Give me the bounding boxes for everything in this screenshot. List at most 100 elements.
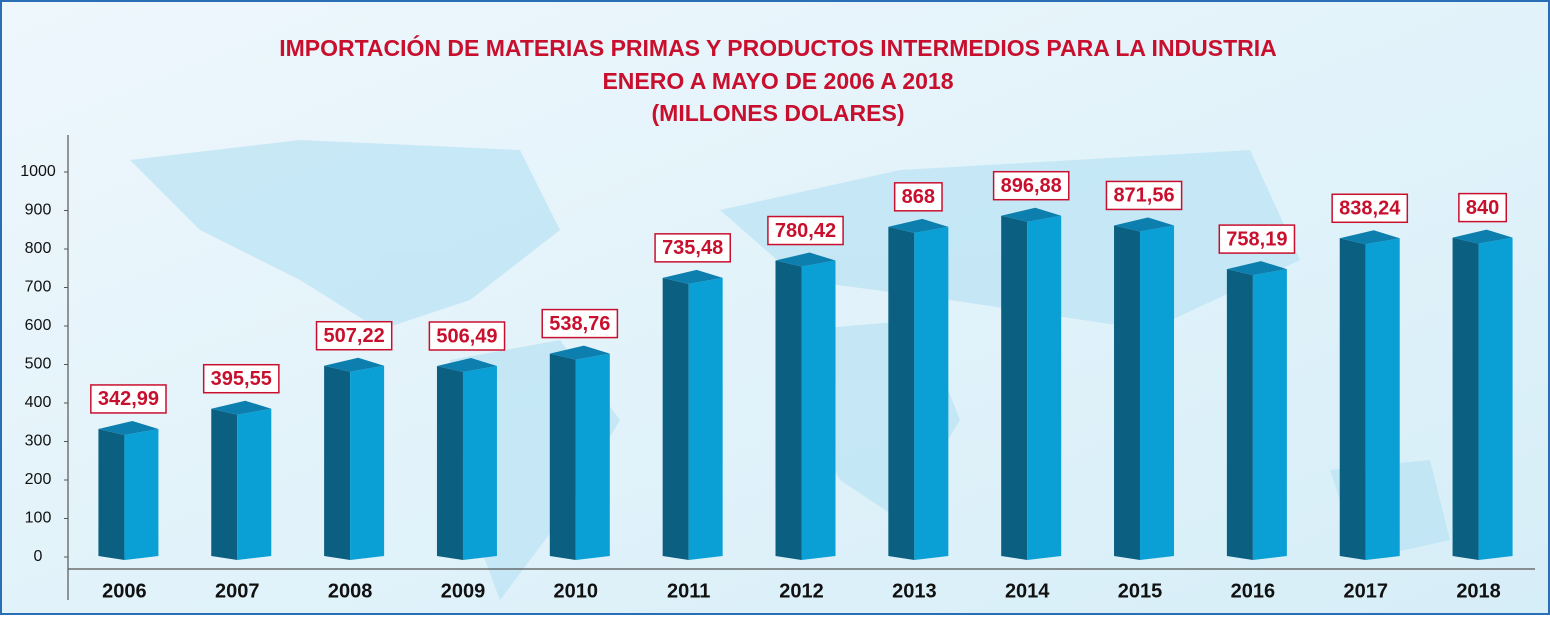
bar-side bbox=[462, 366, 497, 560]
bar bbox=[98, 420, 159, 560]
x-tick-label: 2008 bbox=[328, 580, 373, 602]
x-tick-label: 2009 bbox=[441, 580, 486, 602]
value-label: 871,56 bbox=[1113, 185, 1174, 207]
bar-side bbox=[914, 226, 949, 560]
bar-side bbox=[1140, 225, 1175, 560]
bar bbox=[549, 345, 610, 560]
y-tick-label: 300 bbox=[25, 433, 52, 450]
value-label: 342,99 bbox=[98, 388, 159, 410]
bar-front bbox=[98, 428, 125, 560]
value-label-box bbox=[202, 363, 280, 394]
bar-front bbox=[1226, 269, 1253, 560]
value-label-box bbox=[1331, 193, 1409, 224]
bar-side bbox=[1478, 237, 1513, 560]
value-label-box bbox=[992, 170, 1070, 201]
value-label-box bbox=[90, 384, 167, 414]
bar bbox=[1452, 229, 1513, 560]
value-label: 507,22 bbox=[324, 325, 385, 347]
bar-top bbox=[98, 420, 159, 435]
bar-top bbox=[662, 269, 723, 284]
y-tick-label: 1000 bbox=[20, 163, 56, 180]
bar bbox=[436, 358, 497, 560]
value-label: 538,76 bbox=[549, 313, 610, 335]
x-tick-label: 2014 bbox=[1005, 580, 1050, 602]
x-tick-label: 2007 bbox=[215, 580, 260, 602]
bar bbox=[211, 400, 272, 560]
y-tick-label: 400 bbox=[25, 394, 52, 411]
bar-side bbox=[801, 260, 836, 560]
value-label: 506,49 bbox=[436, 325, 497, 347]
value-label-box bbox=[893, 182, 943, 212]
value-label-box bbox=[1218, 224, 1296, 254]
bar-front bbox=[436, 366, 463, 560]
y-tick-label: 600 bbox=[25, 317, 52, 334]
bar-front bbox=[211, 408, 238, 560]
x-tick-label: 2015 bbox=[1118, 580, 1163, 602]
bar-front bbox=[1452, 237, 1479, 560]
bar-side bbox=[237, 408, 272, 560]
bar-side bbox=[575, 353, 610, 560]
bar-front bbox=[662, 277, 689, 560]
bar bbox=[888, 218, 949, 560]
value-label-box bbox=[428, 321, 506, 351]
bar-top bbox=[324, 357, 385, 372]
bar-front bbox=[1114, 225, 1141, 560]
value-label-box bbox=[767, 215, 844, 246]
y-tick-label: 700 bbox=[25, 279, 52, 296]
y-tick-label: 100 bbox=[25, 510, 52, 527]
x-tick-label: 2011 bbox=[667, 580, 710, 602]
bar bbox=[1339, 230, 1400, 561]
value-label-box bbox=[1105, 180, 1183, 211]
value-label-box bbox=[1458, 192, 1508, 223]
value-label-box bbox=[654, 233, 731, 263]
x-tick-label: 2012 bbox=[779, 580, 824, 602]
x-tick-label: 2018 bbox=[1456, 580, 1501, 602]
bar-side bbox=[1252, 269, 1287, 560]
value-label: 868 bbox=[902, 186, 935, 208]
value-label-box bbox=[541, 308, 619, 339]
bar-top bbox=[1001, 207, 1062, 222]
bar bbox=[1001, 207, 1062, 560]
bar-side bbox=[350, 365, 385, 560]
chart-title: IMPORTACIÓN DE MATERIAS PRIMAS Y PRODUCT… bbox=[279, 34, 1277, 61]
value-label: 395,55 bbox=[211, 368, 272, 390]
bar bbox=[775, 252, 836, 560]
bar-side bbox=[1027, 215, 1062, 560]
value-label: 838,24 bbox=[1339, 198, 1401, 220]
bar-top bbox=[1452, 229, 1513, 244]
value-label: 758,19 bbox=[1226, 228, 1287, 250]
bar bbox=[324, 357, 385, 560]
value-label: 780,42 bbox=[775, 220, 836, 242]
bar-side bbox=[1365, 238, 1400, 561]
chart-subtitle: ENERO A MAYO DE 2006 A 2018 bbox=[602, 68, 953, 94]
x-tick-label: 2017 bbox=[1343, 580, 1388, 602]
x-tick-label: 2010 bbox=[554, 580, 599, 602]
y-tick-label: 0 bbox=[34, 548, 43, 565]
bar-front bbox=[888, 226, 915, 560]
bar-top bbox=[775, 252, 836, 267]
bar bbox=[662, 269, 723, 560]
value-label: 735,48 bbox=[662, 237, 723, 259]
bar-front bbox=[549, 353, 576, 560]
bar-front bbox=[324, 365, 351, 560]
value-label: 896,88 bbox=[1001, 175, 1062, 197]
x-tick-label: 2016 bbox=[1231, 580, 1276, 602]
bar-side bbox=[688, 277, 723, 560]
x-tick-label: 2006 bbox=[102, 580, 147, 602]
y-tick-label: 900 bbox=[25, 202, 52, 219]
bar-front bbox=[1001, 215, 1028, 560]
bar bbox=[1226, 261, 1287, 560]
bar bbox=[1114, 217, 1175, 560]
bar-top bbox=[436, 358, 497, 373]
bar-front bbox=[1339, 238, 1366, 561]
bar-top bbox=[1226, 261, 1287, 276]
x-tick-label: 2013 bbox=[892, 580, 937, 602]
value-label-box bbox=[315, 320, 393, 351]
y-tick-label: 200 bbox=[25, 471, 52, 488]
bar-side bbox=[124, 428, 159, 560]
y-tick-label: 800 bbox=[25, 240, 52, 257]
unit-label: (MILLONES DOLARES) bbox=[652, 100, 905, 126]
bar-front bbox=[775, 260, 802, 560]
bar-top bbox=[211, 400, 272, 415]
